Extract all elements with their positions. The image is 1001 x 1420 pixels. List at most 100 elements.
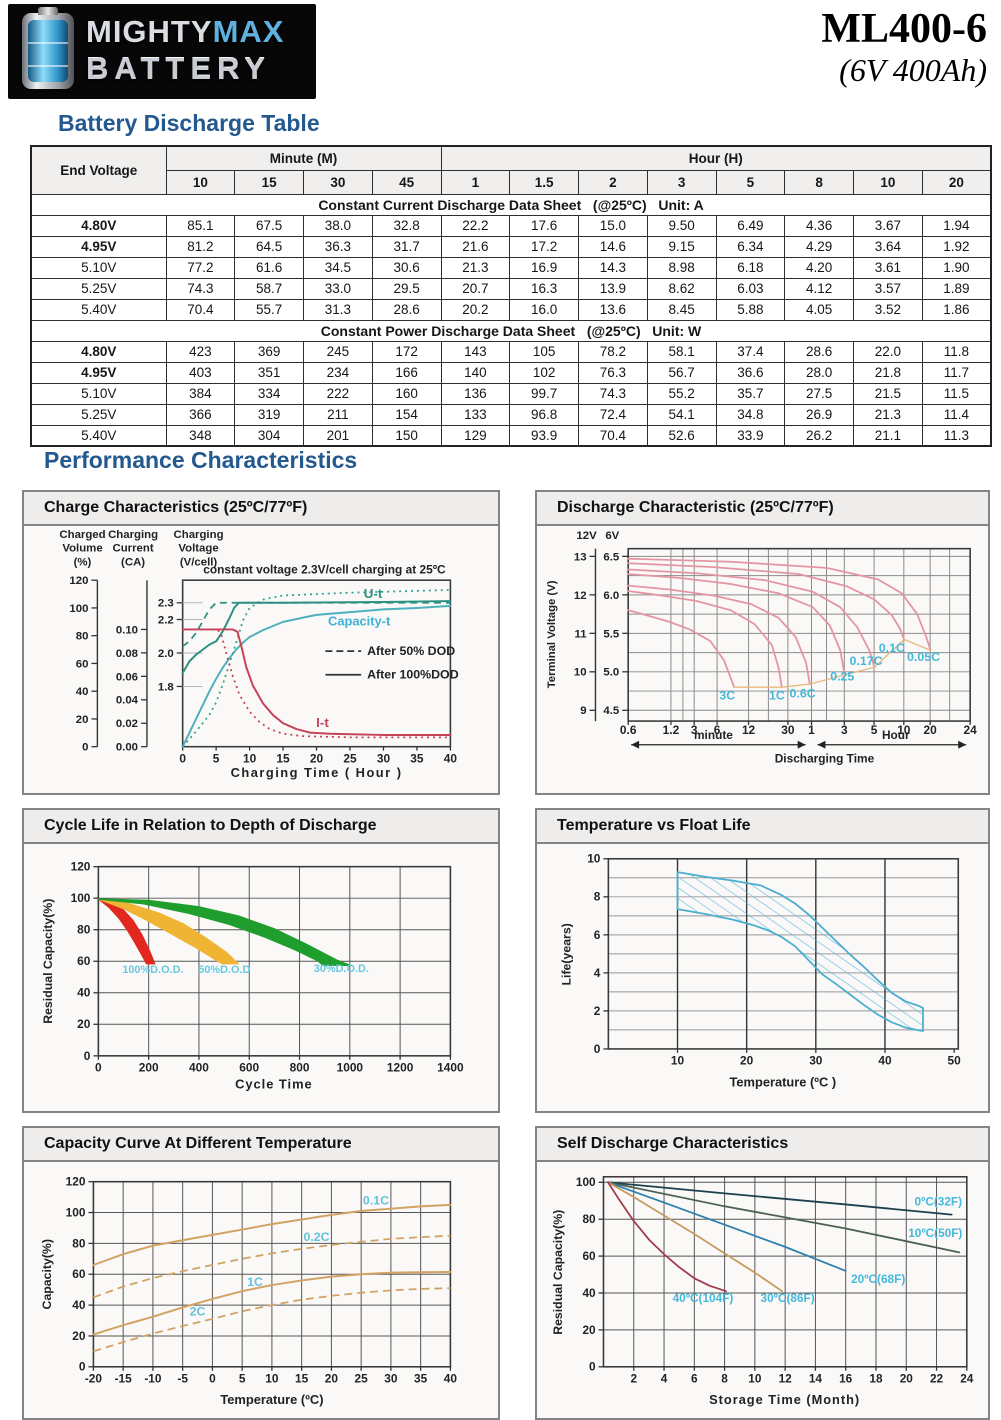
value-cell: 348 [165, 424, 236, 447]
value-cell: 70.4 [578, 424, 648, 447]
value-cell: 14.6 [578, 235, 648, 258]
section-header-row: Constant Power Discharge Data Sheet (@25… [30, 319, 992, 342]
svg-text:0ºC(32F): 0ºC(32F) [914, 1194, 962, 1208]
svg-text:0.10: 0.10 [116, 624, 138, 636]
value-cell: 21.1 [853, 424, 923, 447]
svg-text:60: 60 [72, 1267, 86, 1281]
svg-text:(CA): (CA) [121, 556, 145, 568]
value-cell: 11.3 [921, 424, 992, 447]
value-cell: 13.9 [578, 277, 648, 300]
svg-text:6.5: 6.5 [603, 551, 619, 563]
battery-icon [22, 7, 74, 89]
svg-text:4.5: 4.5 [603, 705, 619, 717]
value-cell: 366 [165, 403, 236, 426]
svg-text:40: 40 [444, 751, 458, 765]
panel-title: Self Discharge Characteristics [537, 1128, 988, 1162]
value-cell: 52.6 [646, 424, 717, 447]
svg-text:10: 10 [265, 1372, 279, 1386]
value-cell: 76.3 [578, 361, 648, 384]
value-cell: 20.7 [440, 277, 511, 300]
svg-text:24: 24 [960, 1372, 974, 1386]
value-cell: 16.9 [509, 256, 580, 279]
value-cell: 17.6 [509, 214, 580, 237]
value-cell: 3.57 [853, 277, 923, 300]
svg-text:30: 30 [377, 751, 391, 765]
value-cell: 8.98 [646, 256, 717, 279]
svg-text:10: 10 [897, 723, 911, 737]
svg-text:35: 35 [410, 751, 424, 765]
value-cell: 3.52 [853, 298, 923, 321]
svg-text:1.2: 1.2 [663, 723, 680, 737]
svg-text:14: 14 [809, 1372, 823, 1386]
model-block: ML400-6 (6V 400Ah) [821, 6, 987, 88]
value-cell: 21.3 [440, 256, 511, 279]
svg-text:6: 6 [691, 1372, 698, 1386]
value-cell: 211 [303, 403, 373, 426]
svg-text:Discharging Time: Discharging Time [775, 751, 875, 765]
value-cell: 96.8 [509, 403, 580, 426]
svg-text:40ºC(104F): 40ºC(104F) [673, 1291, 734, 1305]
end-voltage-cell: 5.25V [30, 277, 167, 300]
value-cell: 20.2 [440, 298, 511, 321]
end-voltage-cell: 5.40V [30, 298, 167, 321]
end-voltage-cell: 5.10V [30, 256, 167, 279]
temperature-float-life-chart: 10 20 30 40 50 0 2 4 6 8 10 Temperature (ºC ) Life(y… [560, 852, 961, 1090]
logo-line1: MIGHTYMAX [86, 14, 285, 49]
svg-text:20: 20 [310, 751, 324, 765]
value-cell: 13.6 [578, 298, 648, 321]
value-cell: 234 [303, 361, 373, 384]
svg-text:-10: -10 [144, 1372, 162, 1386]
value-cell: 154 [371, 403, 442, 426]
end-voltage-cell: 5.10V [30, 382, 167, 405]
value-cell: 33.0 [303, 277, 373, 300]
value-cell: 74.3 [165, 277, 236, 300]
model-number: ML400-6 [821, 6, 987, 52]
value-cell: 3.64 [853, 235, 923, 258]
value-cell: 93.9 [509, 424, 580, 447]
svg-text:20: 20 [77, 1017, 91, 1031]
value-cell: 304 [234, 424, 304, 447]
time-column-header: 5 [715, 169, 786, 195]
value-cell: 1.90 [921, 256, 992, 279]
svg-text:60: 60 [76, 658, 89, 670]
svg-text:80: 80 [77, 923, 91, 937]
svg-text:100: 100 [71, 891, 91, 905]
panel-title: Cycle Life in Relation to Depth of Disch… [24, 810, 498, 844]
svg-text:25: 25 [355, 1372, 369, 1386]
svg-text:0: 0 [82, 742, 88, 754]
value-cell: 78.2 [578, 340, 648, 363]
panel-charge-characteristics: Charge Characteristics (25ºC/77ºF) 0 5 10 1… [22, 490, 500, 795]
svg-text:30ºC(86F): 30ºC(86F) [761, 1291, 815, 1305]
value-cell: 11.5 [921, 382, 992, 405]
end-voltage-header: End Voltage [30, 145, 167, 195]
value-cell: 369 [234, 340, 304, 363]
svg-text:6V: 6V [605, 530, 619, 542]
value-cell: 1.89 [921, 277, 992, 300]
value-cell: 5.88 [715, 298, 786, 321]
value-cell: 6.34 [715, 235, 786, 258]
value-cell: 16.3 [509, 277, 580, 300]
time-column-header: 2 [578, 169, 648, 195]
value-cell: 72.4 [578, 403, 648, 426]
value-cell: 21.6 [440, 235, 511, 258]
value-cell: 4.05 [784, 298, 855, 321]
svg-text:40: 40 [72, 1298, 86, 1312]
svg-text:20: 20 [740, 1054, 754, 1068]
self-discharge-chart: 2 4 6 8 10 12 14 16 18 20 22 240204060801000ºC(32F)… [551, 1175, 974, 1407]
svg-text:Voltage: Voltage [178, 543, 218, 555]
svg-text:30%D.O.D.: 30%D.O.D. [314, 963, 369, 975]
value-cell: 319 [234, 403, 304, 426]
performance-characteristics-heading: Performance Characteristics [44, 447, 358, 473]
value-cell: 17.2 [509, 235, 580, 258]
svg-text:5: 5 [213, 751, 220, 765]
svg-text:Residual Capacity(%): Residual Capacity(%) [551, 1210, 565, 1335]
value-cell: 37.4 [715, 340, 786, 363]
svg-text:0.17C: 0.17C [850, 654, 883, 668]
value-cell: 8.62 [646, 277, 717, 300]
svg-text:13: 13 [574, 551, 587, 563]
value-cell: 64.5 [234, 235, 304, 258]
svg-text:0: 0 [84, 1049, 91, 1063]
value-cell: 38.0 [303, 214, 373, 237]
svg-text:6: 6 [714, 723, 721, 737]
svg-text:(%): (%) [74, 556, 92, 568]
